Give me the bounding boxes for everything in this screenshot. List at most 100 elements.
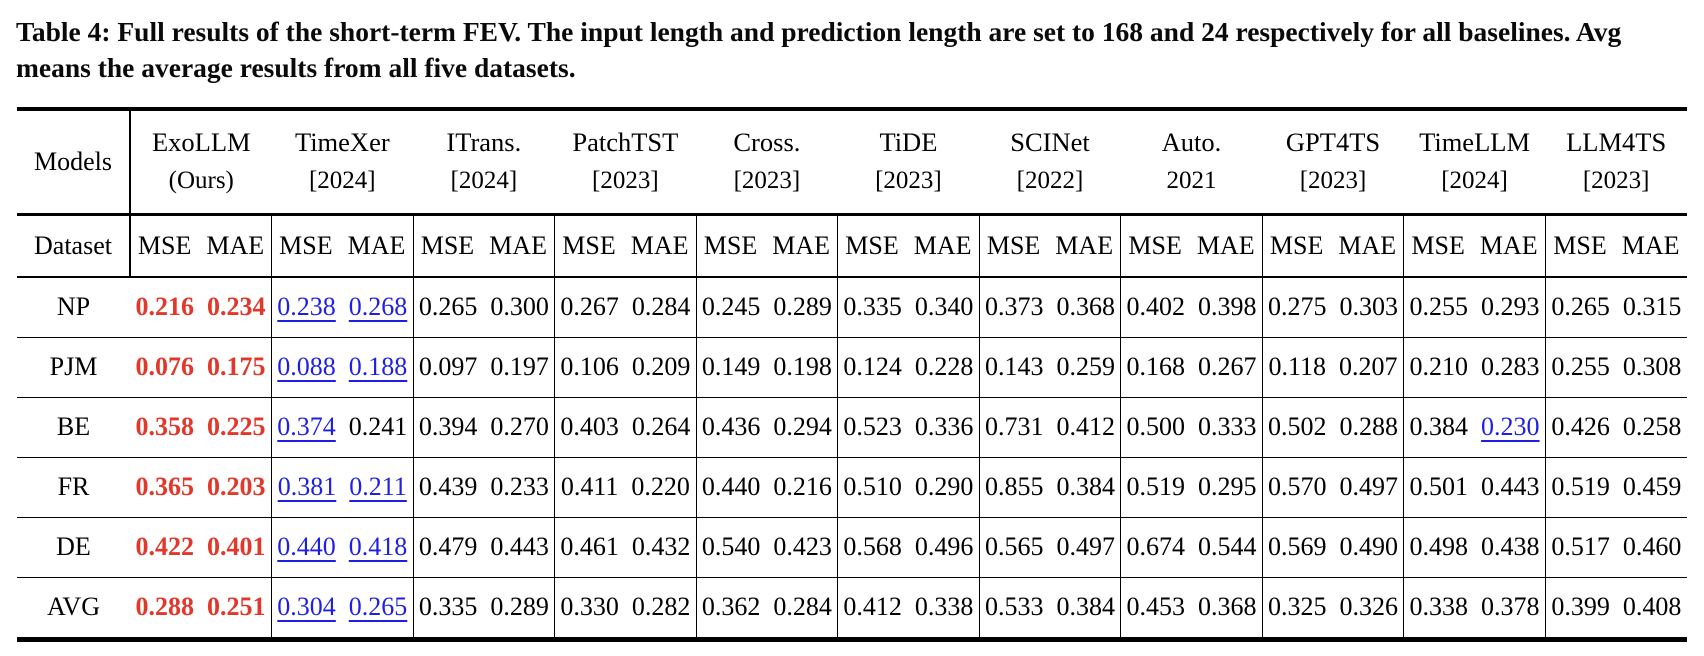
cell-np-tide: 0.335 0.340 — [837, 276, 980, 338]
mse-label: MSE — [1269, 230, 1324, 260]
mse-value: 0.436 — [701, 412, 761, 441]
model-name: TiDE — [879, 127, 938, 158]
mae-value: 0.384 — [1056, 592, 1115, 621]
mse-value: 0.519 — [1551, 472, 1610, 501]
metrics-header-patchtst: MSE MAE — [554, 214, 697, 278]
mse-label: MSE — [1411, 230, 1465, 260]
mae-value: 0.284 — [773, 592, 832, 621]
mse-value: 0.304 — [277, 592, 336, 621]
mae-value: 0.293 — [1481, 292, 1540, 321]
value-pair: 0.325 0.326 — [1263, 592, 1404, 622]
value-pair: 0.479 0.443 — [414, 532, 555, 562]
mae-value: 0.398 — [1197, 292, 1257, 321]
mse-value: 0.402 — [1126, 292, 1185, 321]
model-name: SCINet — [1010, 127, 1090, 158]
mse-value: 0.373 — [984, 292, 1044, 321]
cell-np-patchtst: 0.267 0.284 — [554, 276, 697, 338]
value-pair: 0.168 0.267 — [1121, 352, 1262, 382]
mae-value: 0.228 — [914, 352, 974, 381]
model-name: ExoLLM — [151, 127, 251, 158]
value-pair: 0.245 0.289 — [697, 292, 838, 322]
mse-value: 0.440 — [277, 532, 336, 561]
value-pair: 0.267 0.284 — [555, 292, 696, 322]
value-pair: 0.412 0.338 — [838, 592, 979, 622]
mse-value: 0.149 — [701, 352, 761, 381]
dataset-label: Dataset — [17, 214, 131, 278]
value-pair: 0.436 0.294 — [697, 412, 838, 442]
cell-de-tide: 0.568 0.496 — [837, 517, 980, 578]
cell-avg-cross: 0.362 0.284 — [696, 577, 839, 639]
cell-be-exollm: 0.358 0.225 — [130, 397, 273, 458]
value-pair: 0.265 0.300 — [414, 292, 555, 322]
mse-label: MSE — [279, 230, 333, 260]
mae-value: 0.443 — [490, 532, 549, 561]
cell-pjm-llm4ts: 0.255 0.308 — [1545, 337, 1687, 398]
cell-fr-scinet: 0.855 0.384 — [979, 457, 1122, 518]
value-pair: 0.097 0.197 — [414, 352, 555, 382]
metric-pair: MSE MAE — [697, 231, 838, 261]
cell-avg-scinet: 0.533 0.384 — [979, 577, 1122, 639]
cell-de-timellm: 0.498 0.438 — [1403, 517, 1546, 578]
mae-value: 0.209 — [631, 352, 691, 381]
metric-pair: MSE MAE — [1263, 231, 1404, 261]
mse-value: 0.238 — [277, 292, 336, 321]
value-pair: 0.674 0.544 — [1121, 532, 1262, 562]
mae-label: MAE — [347, 230, 406, 260]
cell-avg-llm4ts: 0.399 0.408 — [1545, 577, 1687, 639]
mae-value: 0.230 — [1481, 412, 1540, 441]
cell-fr-cross: 0.440 0.216 — [696, 457, 839, 518]
cell-de-patchtst: 0.461 0.432 — [554, 517, 697, 578]
mse-value: 0.358 — [135, 412, 195, 441]
mse-value: 0.365 — [135, 472, 195, 501]
value-pair: 0.422 0.401 — [130, 532, 271, 562]
mae-value: 0.460 — [1622, 532, 1682, 561]
cell-pjm-timexer: 0.088 0.188 — [271, 337, 414, 398]
value-pair: 0.338 0.378 — [1404, 592, 1545, 622]
metric-pair: MSE MAE — [1404, 231, 1545, 261]
mse-label: MSE — [1553, 230, 1607, 260]
dataset-name: DE — [17, 517, 130, 578]
value-pair: 0.568 0.496 — [838, 532, 979, 562]
cell-np-llm4ts: 0.265 0.315 — [1545, 276, 1687, 338]
mse-value: 0.374 — [277, 412, 336, 441]
value-pair: 0.502 0.288 — [1263, 412, 1404, 442]
value-pair: 0.255 0.293 — [1404, 292, 1545, 322]
mse-value: 0.275 — [1268, 292, 1327, 321]
metric-pair: MSE MAE — [414, 231, 555, 261]
mse-value: 0.568 — [843, 532, 902, 561]
mse-value: 0.124 — [843, 352, 902, 381]
model-name: Cross. — [733, 127, 801, 158]
mse-value: 0.731 — [984, 412, 1044, 441]
mse-value: 0.381 — [277, 472, 337, 501]
metrics-header-row: Dataset MSE MAE MSE MAE MSE MAE MSE MAE MSE MAE MS… — [17, 214, 1687, 278]
table-row-avg: AVG 0.288 0.251 0.304 0.265 0.335 0.289 0.330 0.… — [17, 577, 1687, 639]
mse-value: 0.569 — [1268, 532, 1327, 561]
mae-value: 0.270 — [490, 412, 549, 441]
metric-pair: MSE MAE — [980, 231, 1121, 261]
value-pair: 0.569 0.490 — [1263, 532, 1404, 562]
model-year: [2023] — [733, 166, 801, 194]
cell-pjm-scinet: 0.143 0.259 — [979, 337, 1122, 398]
mse-value: 0.210 — [1409, 352, 1469, 381]
cell-fr-auto: 0.519 0.295 — [1120, 457, 1263, 518]
value-pair: 0.335 0.340 — [838, 292, 979, 322]
cell-avg-auto: 0.453 0.368 — [1120, 577, 1263, 639]
cell-fr-gpt4ts: 0.570 0.497 — [1262, 457, 1405, 518]
cell-be-tide: 0.523 0.336 — [837, 397, 980, 458]
mae-value: 0.220 — [631, 472, 690, 501]
value-pair: 0.143 0.259 — [980, 352, 1121, 382]
mae-value: 0.265 — [348, 592, 408, 621]
cell-be-gpt4ts: 0.502 0.288 — [1262, 397, 1405, 458]
cell-avg-itrans: 0.335 0.289 — [413, 577, 556, 639]
mae-value: 0.207 — [1339, 352, 1398, 381]
mse-value: 0.500 — [1126, 412, 1185, 441]
value-pair: 0.453 0.368 — [1121, 592, 1262, 622]
mse-value: 0.106 — [560, 352, 619, 381]
value-pair: 0.088 0.188 — [272, 352, 413, 382]
value-pair: 0.106 0.209 — [555, 352, 696, 382]
mae-label: MAE — [206, 230, 265, 260]
metric-pair: MSE MAE — [1121, 231, 1262, 261]
metrics-header-llm4ts: MSE MAE — [1545, 214, 1687, 278]
cell-np-itrans: 0.265 0.300 — [413, 276, 556, 338]
dataset-name: PJM — [17, 337, 130, 398]
